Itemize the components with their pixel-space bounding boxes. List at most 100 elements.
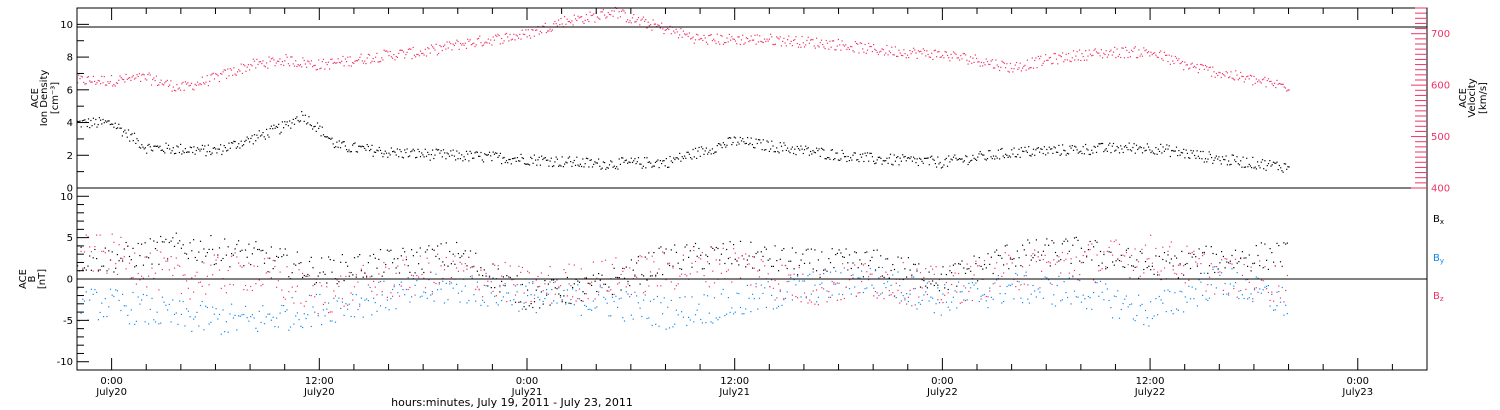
density-point: [1122, 151, 1124, 154]
b-bx-point: [1248, 254, 1250, 256]
b-bz-point: [430, 271, 432, 273]
velocity-point: [999, 69, 1001, 72]
b-bx-point: [262, 249, 264, 251]
b-bz-point: [328, 312, 330, 314]
velocity-point: [513, 33, 515, 35]
b-bz-point: [1240, 257, 1242, 259]
b-by-point: [1273, 309, 1275, 311]
density-point: [148, 143, 150, 145]
b-bz-point: [109, 259, 112, 261]
b-bx-point: [151, 263, 153, 265]
b-bx-point: [554, 287, 556, 289]
density-point: [1076, 149, 1078, 151]
velocity-point: [539, 30, 541, 32]
b-bx-point: [582, 291, 584, 293]
velocity-point: [402, 51, 405, 53]
b-by-point: [473, 294, 475, 296]
velocity-point: [366, 57, 368, 59]
b-bz-point: [412, 275, 414, 277]
density-point: [302, 114, 304, 116]
density-point: [676, 157, 678, 159]
b-bx-point: [1139, 250, 1141, 253]
b-bx-point: [463, 253, 465, 255]
b-bz-point: [471, 275, 473, 277]
density-point: [336, 141, 338, 143]
b-bx-point: [1195, 256, 1197, 258]
density-point: [1042, 152, 1044, 155]
b-bz-point: [599, 284, 601, 286]
velocity-point: [542, 25, 544, 27]
b-bz-point: [1260, 279, 1262, 281]
b-bz-point: [168, 269, 170, 271]
velocity-point: [756, 34, 758, 36]
velocity-point: [931, 52, 933, 54]
velocity-point: [1049, 56, 1052, 59]
b-bz-point: [296, 285, 298, 287]
b-bz-point: [874, 291, 877, 293]
b-bx-point: [942, 266, 944, 268]
b-bx-point: [1067, 240, 1069, 242]
b-by-point: [741, 313, 743, 315]
b-bz-point: [1186, 245, 1188, 247]
velocity-point: [727, 41, 729, 43]
density-point: [181, 153, 183, 155]
density-point: [381, 152, 383, 154]
velocity-point: [89, 80, 91, 82]
b-bz-point: [353, 286, 356, 288]
velocity-point: [803, 46, 806, 48]
b-by-point: [1215, 287, 1217, 289]
density-point: [783, 142, 785, 144]
velocity-point: [642, 16, 644, 18]
b-bx-point: [310, 256, 312, 258]
b-bz-point: [279, 271, 281, 273]
b-bz-point: [814, 303, 816, 305]
velocity-point: [928, 56, 930, 58]
b-by-point: [907, 300, 909, 303]
velocity-point: [667, 27, 669, 30]
b-bz-point: [367, 284, 369, 286]
b-bx-point: [919, 286, 922, 288]
b-bx-point: [343, 280, 345, 282]
density-point: [595, 162, 597, 164]
density-point: [743, 141, 745, 143]
density-point: [480, 151, 482, 154]
velocity-point: [839, 44, 841, 46]
b-by-point: [113, 295, 115, 298]
velocity-point: [1055, 58, 1058, 60]
density-point: [1220, 163, 1222, 165]
b-bx-point: [199, 240, 202, 242]
b-bx-point: [1086, 256, 1088, 258]
velocity-point: [393, 54, 395, 56]
velocity-point: [760, 40, 762, 42]
density-point: [1072, 149, 1075, 151]
b-bx-point: [670, 249, 672, 251]
velocity-point: [262, 60, 264, 62]
b-by-point: [502, 296, 504, 298]
velocity-point: [177, 88, 179, 90]
b-bx-point: [855, 252, 857, 254]
b-bx-point: [615, 276, 617, 278]
b-by-point: [206, 306, 208, 309]
b-bz-point: [1278, 285, 1280, 287]
b-by-point: [307, 314, 309, 316]
velocity-point: [983, 62, 985, 64]
b-by-point: [303, 313, 305, 315]
b-bz-point: [115, 263, 117, 265]
density-point: [1003, 157, 1005, 159]
velocity-point: [1198, 68, 1201, 70]
density-point: [1140, 147, 1142, 149]
b-bx-point: [390, 249, 392, 251]
b-bx-point: [1094, 240, 1096, 242]
density-point: [879, 156, 881, 158]
density-point: [303, 120, 305, 122]
b-bx-point: [300, 262, 302, 264]
velocity-point: [306, 66, 308, 68]
b-bz-point: [409, 286, 411, 289]
b-bx-point: [570, 302, 572, 305]
b-bz-point: [428, 262, 430, 264]
b-bz-point: [215, 259, 217, 261]
density-point: [337, 146, 339, 148]
b-by-point: [1144, 309, 1147, 312]
density-point: [763, 149, 766, 151]
density-point: [467, 153, 469, 155]
